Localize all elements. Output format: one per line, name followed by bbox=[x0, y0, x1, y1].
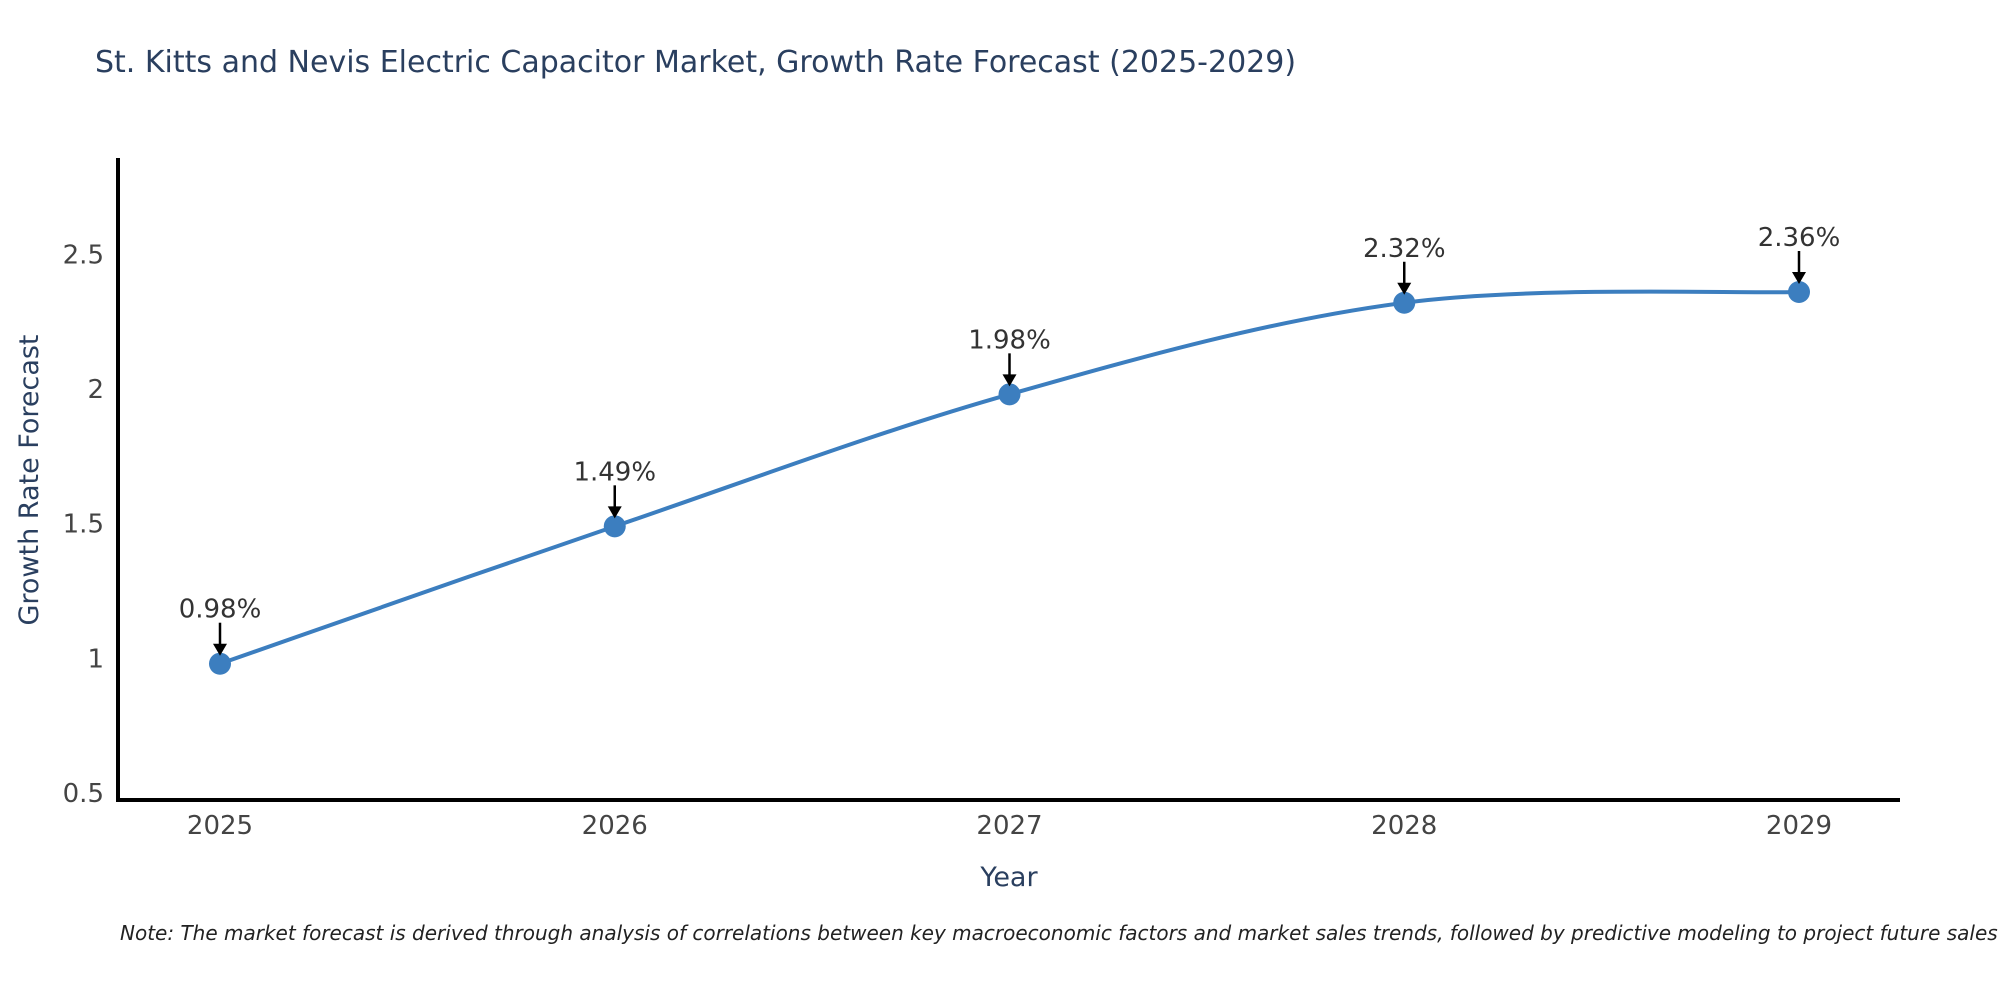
data-point-label: 2.32% bbox=[1363, 234, 1446, 264]
y-tick-label: 0.5 bbox=[63, 779, 104, 809]
annotation-arrowhead bbox=[1397, 282, 1412, 295]
y-tick-label: 1 bbox=[87, 644, 104, 674]
x-tick-label: 2027 bbox=[976, 811, 1042, 841]
data-point-marker bbox=[603, 515, 626, 538]
y-tick-label: 2 bbox=[87, 375, 104, 405]
data-point-markers bbox=[209, 280, 1810, 675]
data-point-label: 1.98% bbox=[968, 325, 1051, 355]
data-point-annotations: 0.98% 1.49% 1.98% 2.32% 2.36% bbox=[179, 223, 1841, 656]
data-point-marker bbox=[1788, 280, 1810, 303]
data-point-label: 2.36% bbox=[1758, 223, 1841, 253]
x-tick-label: 2025 bbox=[187, 811, 253, 841]
x-tick-label: 2029 bbox=[1766, 811, 1832, 841]
data-point-label: 0.98% bbox=[179, 595, 262, 625]
x-axis-title: Year bbox=[979, 862, 1038, 893]
annotation-arrowhead bbox=[1792, 271, 1806, 284]
y-axis-title: Growth Rate Forecast bbox=[14, 334, 45, 625]
x-tick-label: 2028 bbox=[1371, 811, 1437, 841]
annotation-arrowhead bbox=[1002, 374, 1017, 387]
footnote: Note: The market forecast is derived thr… bbox=[120, 921, 1998, 945]
data-point-marker bbox=[998, 383, 1021, 406]
data-point-label: 1.49% bbox=[573, 457, 656, 487]
x-tick-label: 2026 bbox=[582, 811, 648, 841]
chart-title: St. Kitts and Nevis Electric Capacitor M… bbox=[95, 45, 1296, 80]
y-tick-label: 2.5 bbox=[63, 240, 104, 270]
annotation-arrowhead bbox=[607, 506, 622, 519]
data-point-marker bbox=[1393, 291, 1416, 314]
annotation-arrowhead bbox=[213, 643, 227, 656]
y-axis-tick-labels: 0.5 1 1.5 2 2.5 bbox=[63, 240, 104, 809]
data-point-marker bbox=[209, 652, 231, 675]
y-tick-label: 1.5 bbox=[63, 510, 104, 540]
x-axis-tick-labels: 2025 2026 2027 2028 2029 bbox=[187, 811, 1832, 841]
